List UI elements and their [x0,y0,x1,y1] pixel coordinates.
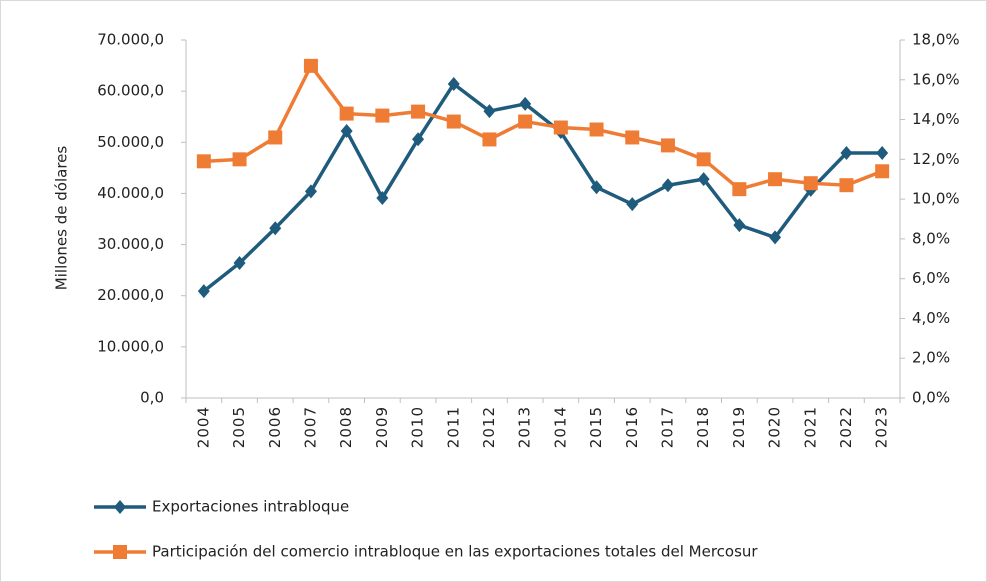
data-point [697,172,710,187]
y-tick-label: 60.000,0 [97,82,164,100]
y-tick-label: 20.000,0 [97,286,164,304]
data-point [412,132,425,147]
data-point [589,122,604,137]
y-axis-label: Millones de dólares [53,146,71,291]
x-tick-label: 2007 [301,406,319,448]
data-point [447,76,460,91]
data-point [232,152,247,167]
y-tick-label: 70.000,0 [97,31,164,49]
data-point [875,164,890,179]
x-tick-label: 2014 [551,406,569,448]
x-tick-label: 2011 [444,406,462,448]
y-tick-label: 0,0 [140,389,164,407]
data-point [769,230,782,245]
y-tick-label: 40.000,0 [97,184,164,202]
y2-tick-label: 6,0% [912,269,950,287]
data-point [196,154,211,169]
data-point [768,172,783,187]
x-tick-label: 2012 [480,406,498,448]
x-tick-label: 2019 [730,406,748,448]
x-tick-label: 2004 [194,406,212,448]
x-tick-label: 2005 [230,406,248,448]
y2-tick-label: 18,0% [912,31,960,49]
legend-marker [114,500,126,514]
x-tick-label: 2017 [658,406,676,448]
data-point [197,284,210,299]
x-tick-label: 2022 [837,406,855,448]
x-tick-label: 2020 [766,406,784,448]
x-tick-label: 2016 [623,406,641,448]
data-point [339,106,354,121]
data-point [482,132,497,147]
y2-tick-label: 4,0% [912,309,950,327]
x-tick-label: 2015 [587,406,605,448]
data-point [803,176,818,191]
y2-tick-label: 0,0% [912,389,950,407]
data-point [269,221,282,236]
data-point [696,152,711,167]
y2-tick-label: 8,0% [912,229,950,247]
data-point [553,120,568,135]
x-tick-label: 2009 [373,406,391,448]
data-point [660,138,675,153]
data-point [840,146,853,161]
y2-tick-label: 2,0% [912,349,950,367]
data-point [446,114,461,129]
data-point [304,184,317,199]
y-tick-label: 50.000,0 [97,133,164,151]
x-tick-label: 2018 [694,406,712,448]
data-point [268,130,283,145]
y2-tick-label: 14,0% [912,110,960,128]
y2-tick-label: 16,0% [912,70,960,88]
data-point [303,58,318,73]
data-point [340,124,353,139]
x-tick-label: 2023 [873,406,891,448]
data-point [733,218,746,233]
data-point [376,191,389,206]
data-point [590,180,603,195]
data-point [661,178,674,193]
data-point [375,108,390,123]
y-tick-label: 30.000,0 [97,235,164,253]
x-tick-label: 2013 [516,406,534,448]
data-point [518,114,533,129]
data-point [233,255,246,270]
legend-label: Participación del comercio intrabloque e… [152,543,758,561]
data-point [483,104,496,119]
legend-marker [113,545,127,559]
series-line [202,82,883,293]
x-tick-label: 2006 [266,406,284,448]
x-tick-label: 2008 [337,406,355,448]
data-point [519,96,532,111]
legend-label: Exportaciones intrabloque [152,498,349,516]
data-point [626,197,639,212]
data-point [876,146,889,161]
x-tick-label: 2010 [409,406,427,448]
x-tick-label: 2021 [801,406,819,448]
y2-tick-label: 10,0% [912,190,960,208]
data-point [839,178,854,193]
data-point [411,104,426,119]
y-tick-label: 10.000,0 [97,337,164,355]
data-point [625,130,640,145]
y2-tick-label: 12,0% [912,150,960,168]
data-point [732,182,747,197]
